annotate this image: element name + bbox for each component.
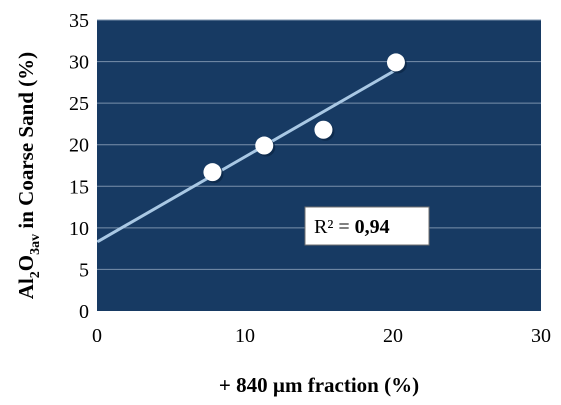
y-tick-labels: 0 5 10 15 20 25 30 35 [69,10,89,323]
y-tick-label: 5 [79,259,89,281]
y-axis-title-part: O [14,255,38,271]
y-axis-title-subscript: 2 [28,271,43,278]
r2-label: R² = 0,94 [314,216,390,238]
y-tick-label: 0 [79,301,89,323]
r2-box-frame [304,206,430,246]
r2-prefix: R² = [314,216,355,238]
r2-value: 0,94 [355,216,390,238]
x-tick-label: 20 [383,325,403,347]
y-tick-label: 15 [69,176,89,198]
data-point [386,53,405,72]
y-axis-title: Al2O3av in Coarse Sand (%) [14,52,43,299]
data-points [203,53,407,184]
y-axis-title-part: Al [14,278,38,299]
x-tick-label: 10 [235,325,255,347]
data-point [203,163,222,182]
y-tick-label: 25 [69,93,89,115]
y-axis-title-subscript: 3av [28,234,43,255]
plot-area [97,20,541,311]
y-axis-title-part: in Coarse Sand (%) [14,52,38,234]
data-point [255,136,274,155]
y-tick-label: 20 [69,135,89,157]
x-tick-label: 30 [531,325,551,347]
x-tick-labels: 0 10 20 30 [92,325,551,347]
gridlines [97,19,541,270]
trendline-group [96,68,398,243]
y-tick-label: 35 [69,10,89,32]
x-tick-label: 0 [92,325,102,347]
y-tick-label: 10 [69,218,89,240]
r2-box: R² = 0,94 [304,206,430,246]
y-tick-label: 30 [69,52,89,74]
trendline [96,68,398,243]
x-axis-title: + 840 µm fraction (%) [219,373,419,397]
data-point [314,120,333,139]
